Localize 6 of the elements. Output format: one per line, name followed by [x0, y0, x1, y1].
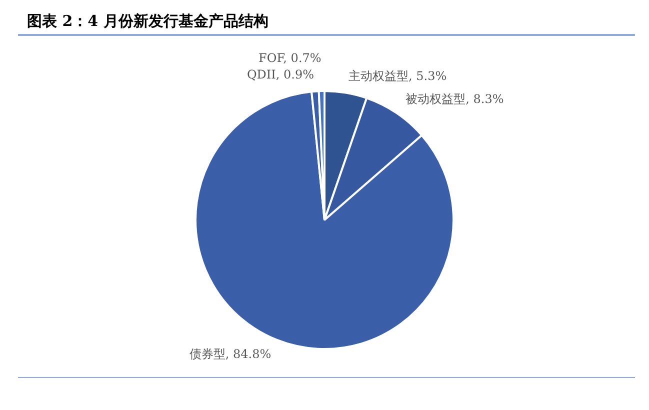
slice-label: 被动权益型, 8.3% — [406, 92, 504, 106]
slice-label: FOF, 0.7% — [258, 51, 322, 66]
slice-label: 债券型, 84.8% — [189, 346, 272, 361]
slice-label: 主动权益型, 5.3% — [348, 69, 447, 84]
slice-label: QDII, 0.9% — [246, 68, 314, 82]
chart-title: 图表 2：4 月份新发行基金产品结构 — [27, 12, 268, 31]
